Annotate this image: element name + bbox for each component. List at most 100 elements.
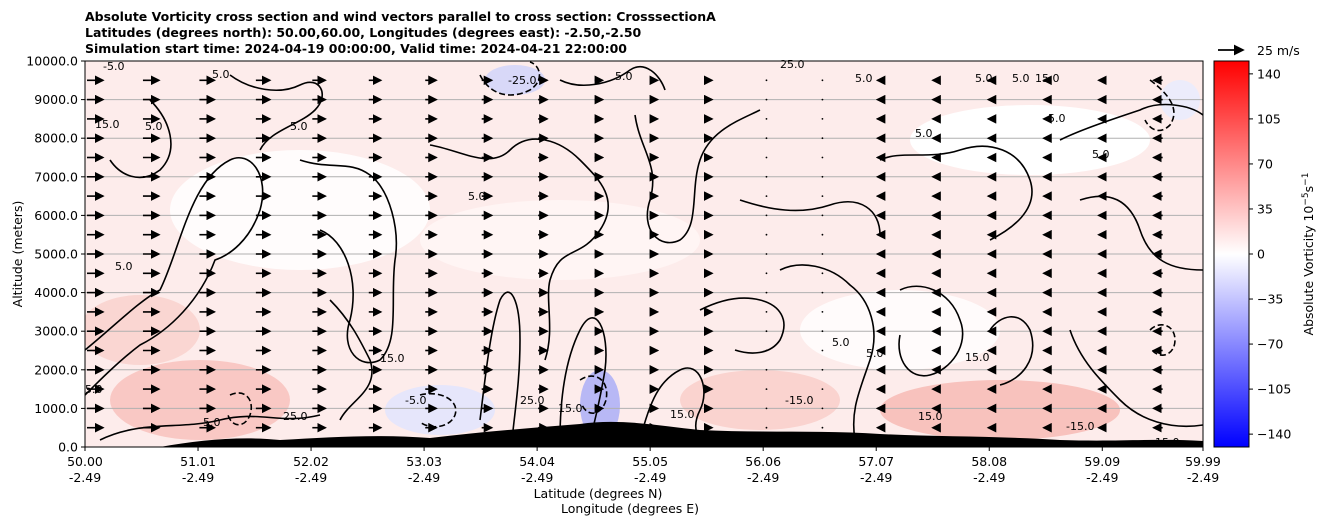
colorbar-gradient	[1213, 60, 1250, 448]
x-tick-label-lon: -2.49	[182, 470, 214, 485]
wind-vector	[765, 137, 768, 140]
quiver-key-label: 25 m/s	[1257, 43, 1300, 58]
contour-label: 5.0	[615, 70, 633, 83]
contour-label: 5.0	[212, 68, 230, 81]
x-tick-label-lon: -2.49	[521, 470, 553, 485]
colorbar: 140 105 70 35 0 −35 −70 −105 −140 Absolute Vorti…	[1213, 60, 1316, 448]
contour-line	[479, 291, 521, 441]
y-axis-label: Altitude (meters)	[10, 201, 25, 308]
contour-line	[329, 299, 373, 421]
y-tick-label: 10000.0	[26, 54, 78, 69]
terrain-contour-band	[160, 421, 1203, 447]
contour-label: 25.0	[780, 58, 805, 71]
wind-vector	[765, 291, 768, 294]
colorbar-tick-label: 140	[1257, 66, 1281, 81]
wind-vector	[765, 388, 768, 390]
x-tick-label-lat: 54.04	[519, 454, 555, 469]
x-tick-label-lat: 51.01	[180, 454, 216, 469]
x-axis-label-longitude: Longitude (degrees E)	[561, 501, 699, 516]
wind-vector	[821, 426, 824, 429]
colorbar-tick-label: 70	[1257, 156, 1273, 171]
contour-line	[989, 316, 1034, 386]
contour-label: 5.0	[85, 383, 103, 396]
x-axis-label-latitude: Latitude (degrees N)	[534, 486, 663, 501]
quiver-key: 25 m/s	[1218, 43, 1300, 58]
wind-vector	[821, 330, 824, 333]
contour-label: 15.0	[918, 410, 943, 423]
wind-vector	[765, 311, 768, 313]
x-tick-label-lon: -2.49	[408, 470, 440, 485]
x-tick-label-lon: -2.49	[1086, 470, 1118, 485]
contour-line	[299, 159, 398, 364]
contour-line-negative	[579, 375, 608, 414]
contour-line	[99, 414, 321, 441]
wind-vector	[821, 175, 824, 178]
x-tick-label-lon: -2.49	[1187, 470, 1219, 485]
contour-labels: -5.0 5.0 15.0 5.0 5.0 5.0 5.0 15.0 5.0 -…	[85, 58, 1180, 449]
wind-vector	[765, 79, 768, 82]
y-tick-label: 0.0	[58, 440, 78, 455]
x-tick-label-lon: -2.49	[634, 470, 666, 485]
y-tick-label: 1000.0	[34, 401, 78, 416]
contour-label: 5.0	[855, 72, 873, 85]
contour-label: 5.0	[866, 347, 884, 360]
contour-line	[1059, 103, 1203, 141]
wind-vector	[765, 233, 768, 236]
contour-label: 5.0	[468, 190, 486, 203]
wind-vectors	[87, 75, 1163, 433]
colorbar-ticks: 140 105 70 35 0 −35 −70 −105 −140	[1249, 66, 1291, 442]
contour-line	[429, 138, 610, 361]
wind-vector	[765, 98, 768, 101]
contour-label: 15.0	[95, 118, 120, 131]
contour-line	[739, 199, 881, 236]
wind-vector	[765, 330, 768, 333]
x-tick-label-lat: 58.08	[971, 454, 1007, 469]
wind-vector	[765, 156, 768, 159]
wind-vector	[765, 368, 768, 371]
y-tick-label: 7000.0	[34, 169, 78, 184]
wind-vector	[765, 253, 768, 255]
wind-vector	[821, 311, 824, 313]
x-tick-label-lat: 57.07	[858, 454, 894, 469]
colorbar-label: Absolute Vorticity 10−5s−1	[1301, 173, 1316, 336]
wind-vector	[821, 272, 824, 275]
wind-vector	[821, 214, 824, 217]
contour-label: 5.0	[145, 120, 163, 133]
contour-line	[779, 264, 875, 441]
chart-title-line-3: Simulation start time: 2024-04-19 00:00:…	[85, 41, 627, 56]
wind-vector	[821, 137, 824, 140]
colorbar-tick-label: −35	[1257, 292, 1283, 307]
colorbar-tick-label: 0	[1257, 247, 1265, 262]
contour-label: -5.0	[103, 60, 124, 73]
x-tick-label-lon: -2.49	[69, 470, 101, 485]
y-tick-label: 8000.0	[34, 131, 78, 146]
contour-label: -15.0	[1066, 420, 1094, 433]
contour-label: 5.0	[832, 336, 850, 349]
wind-vector	[821, 98, 824, 101]
contour-label: -5.0	[405, 394, 426, 407]
x-tick-label-lat: 55.05	[632, 454, 668, 469]
x-tick-label-lat: 53.03	[406, 454, 442, 469]
contour-label: 15.0	[1155, 436, 1180, 449]
wind-vector	[765, 407, 768, 410]
contour-label: 15.0	[1035, 72, 1060, 85]
contour-label: 5.0	[115, 260, 133, 273]
wind-vector	[821, 388, 824, 390]
contour-label: 5.0	[975, 72, 993, 85]
wind-vector	[765, 426, 768, 429]
x-tick-label-lat: 50.00	[67, 454, 103, 469]
contour-label: 5.0	[915, 127, 933, 140]
contour-label: 5.0	[1092, 148, 1110, 161]
contour-line-negative	[227, 392, 252, 426]
colorbar-tick-label: −140	[1257, 427, 1291, 442]
wind-vector	[765, 214, 768, 217]
wind-vector	[765, 272, 768, 275]
wind-vector	[821, 233, 824, 236]
wind-vector	[765, 175, 768, 178]
wind-vector	[821, 407, 824, 410]
wind-vector	[821, 253, 824, 255]
y-tick-label: 6000.0	[34, 208, 78, 223]
contour-label: 15.0	[670, 408, 695, 421]
colorbar-tick-label: −105	[1257, 382, 1291, 397]
contour-label: -25.0	[508, 74, 536, 87]
